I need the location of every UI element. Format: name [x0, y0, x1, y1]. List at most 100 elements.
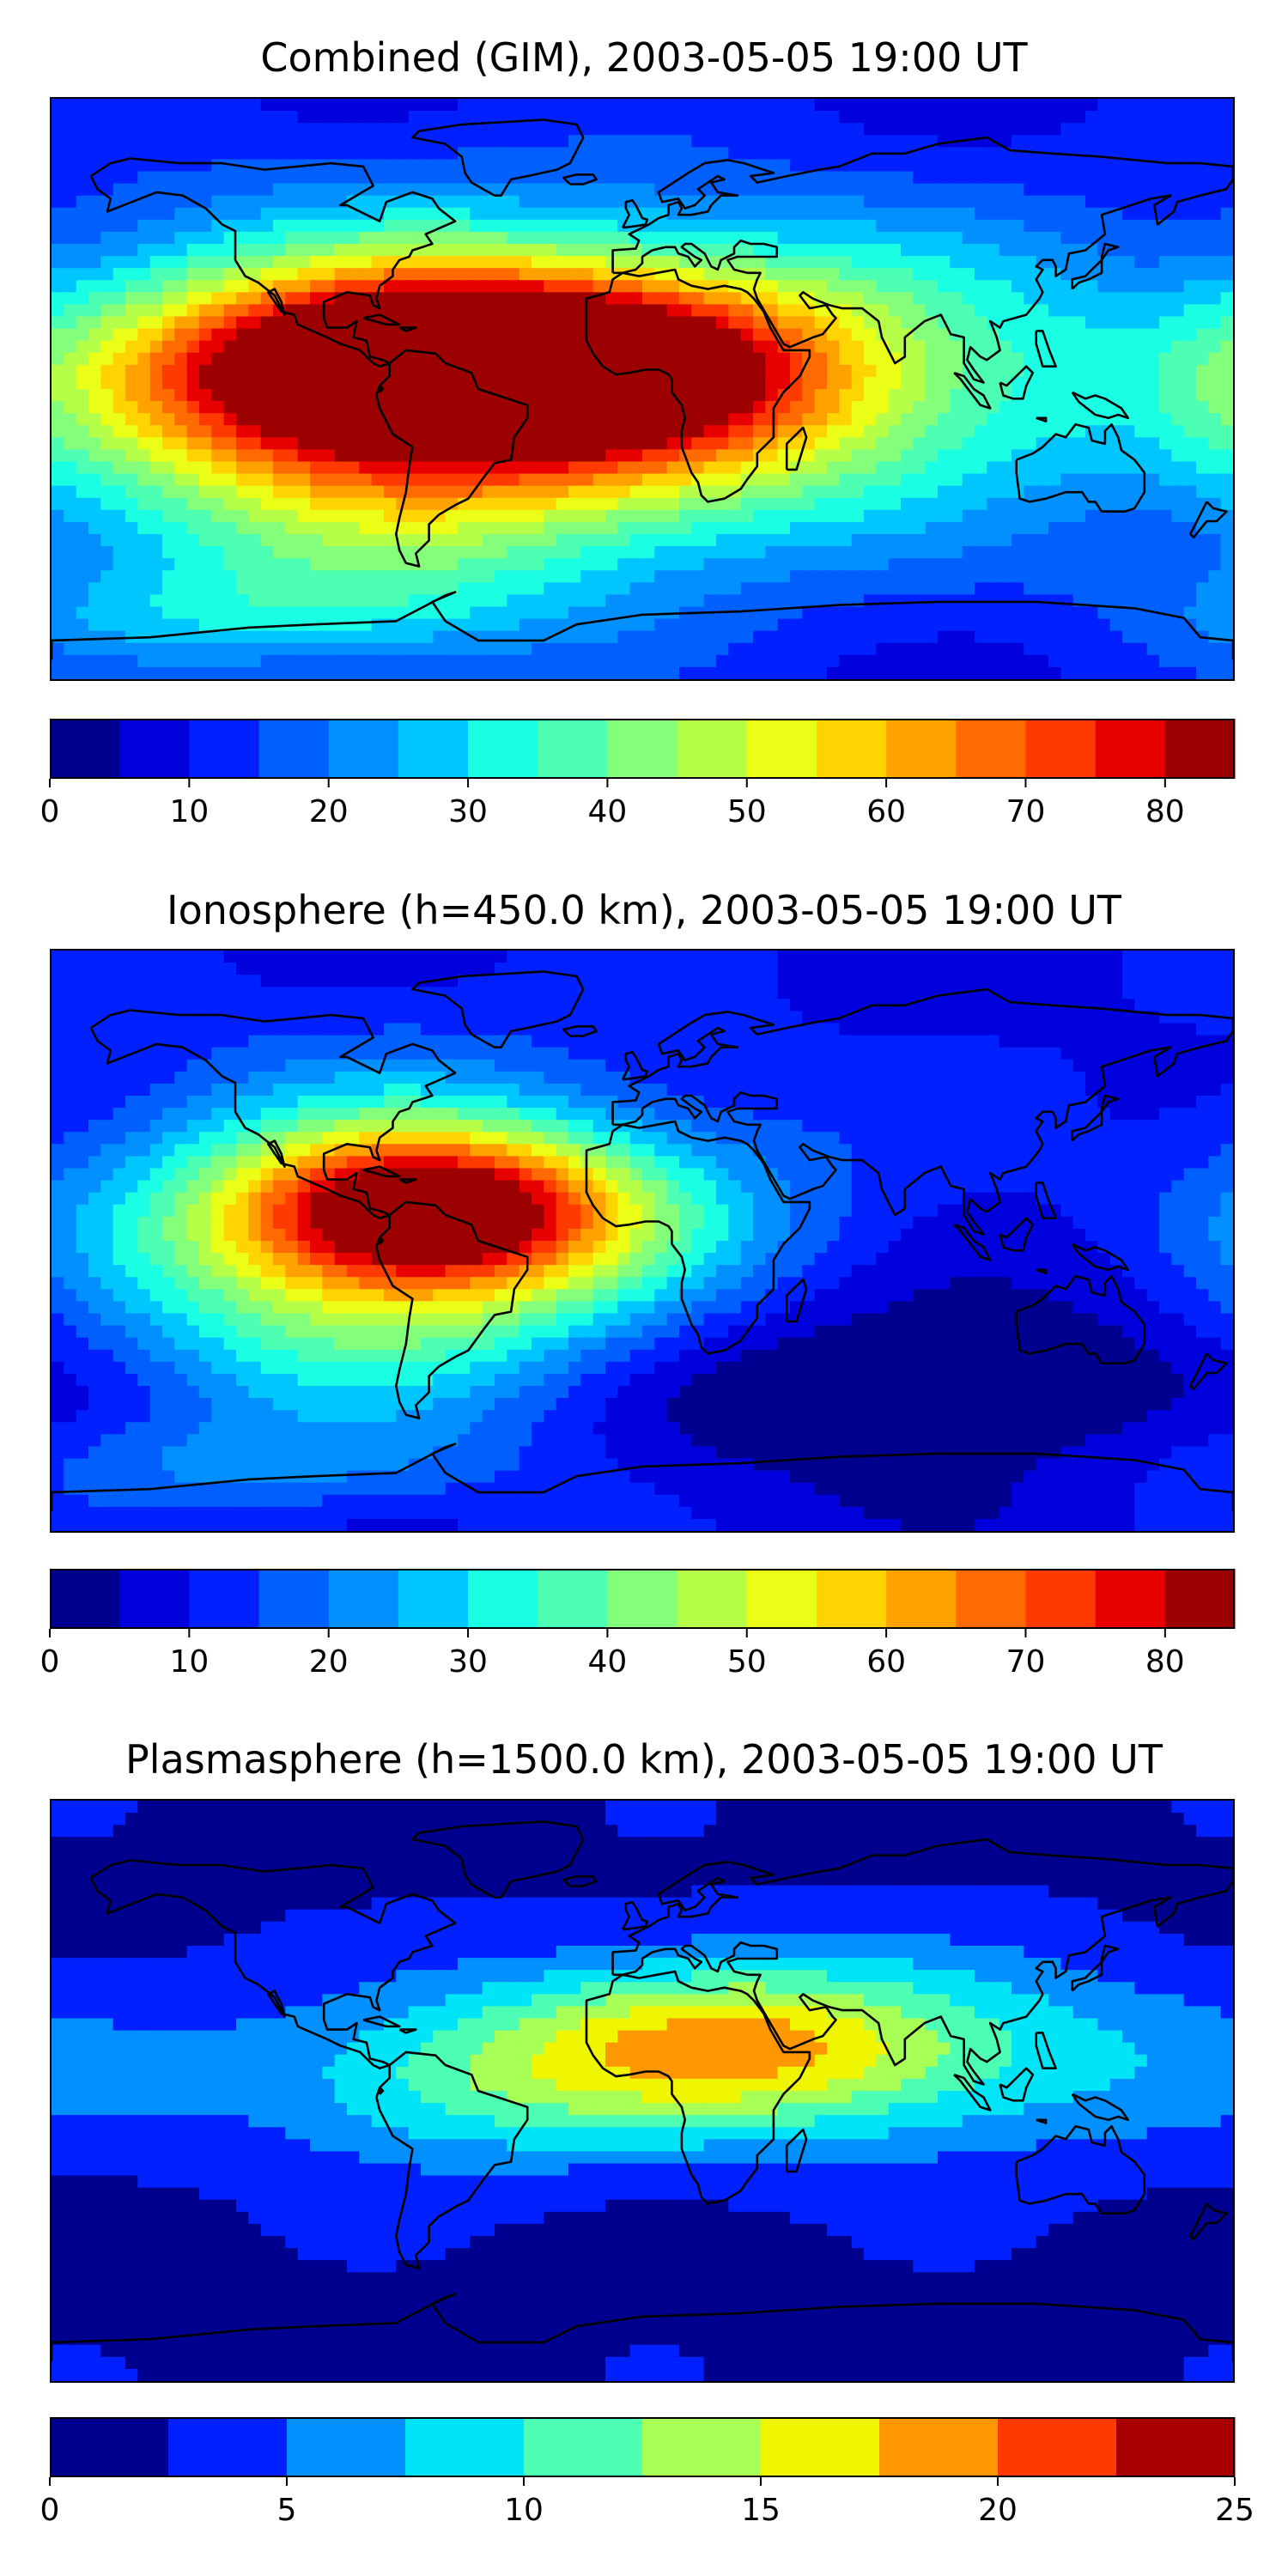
- heatmap-cell: [519, 364, 532, 378]
- heatmap-cell: [458, 449, 471, 463]
- heatmap-cell: [962, 111, 975, 124]
- heatmap-cell: [851, 280, 865, 293]
- heatmap-cell: [827, 135, 840, 148]
- heatmap-cell: [1122, 473, 1135, 487]
- heatmap-cell: [1183, 147, 1197, 161]
- heatmap-cell: [1072, 292, 1086, 306]
- heatmap-cell: [100, 135, 114, 148]
- heatmap-cell: [1097, 509, 1111, 523]
- heatmap-cell: [347, 963, 360, 975]
- heatmap-cell: [149, 123, 163, 136]
- heatmap-cell: [236, 594, 249, 608]
- heatmap-cell: [88, 509, 101, 523]
- heatmap-cell: [458, 987, 471, 999]
- heatmap-cell: [297, 328, 311, 342]
- heatmap-cell: [765, 159, 779, 173]
- heatmap-cell: [1085, 642, 1098, 656]
- heatmap-cell: [408, 642, 422, 656]
- heatmap-cell: [1183, 582, 1197, 596]
- heatmap-cell: [1146, 461, 1160, 475]
- heatmap-cell: [125, 280, 138, 293]
- heatmap-cell: [100, 987, 114, 999]
- heatmap-cell: [1183, 558, 1197, 571]
- heatmap-cell: [64, 376, 77, 390]
- heatmap-cell: [975, 147, 987, 161]
- heatmap-cell: [112, 171, 126, 185]
- heatmap-cell: [999, 376, 1012, 390]
- heatmap-cell: [482, 449, 495, 463]
- heatmap-cell: [556, 485, 569, 499]
- heatmap-cell: [421, 485, 434, 499]
- heatmap-cell: [642, 558, 655, 571]
- heatmap-cell: [777, 473, 791, 487]
- heatmap-cell: [149, 509, 163, 523]
- heatmap-cell: [913, 256, 927, 269]
- heatmap-cell: [112, 292, 126, 306]
- heatmap-cell: [112, 376, 126, 390]
- heatmap-cell: [962, 461, 975, 475]
- heatmap-cell: [297, 951, 311, 963]
- heatmap-cell: [223, 316, 237, 330]
- heatmap-cell: [174, 401, 188, 414]
- heatmap-cell: [728, 328, 742, 342]
- heatmap-cell: [1036, 207, 1049, 221]
- heatmap-cell: [975, 582, 987, 596]
- heatmap-cell: [568, 401, 581, 414]
- heatmap-cell: [359, 987, 373, 999]
- heatmap-cell: [248, 292, 262, 306]
- heatmap-cell: [482, 280, 495, 293]
- heatmap-cell: [901, 485, 914, 499]
- heatmap-cell: [679, 268, 692, 281]
- heatmap-cell: [999, 268, 1012, 281]
- heatmap-cell: [1196, 195, 1209, 209]
- heatmap-cell: [76, 437, 89, 451]
- heatmap-cell: [174, 473, 188, 487]
- coastline: [398, 326, 417, 332]
- heatmap-cell: [211, 135, 225, 148]
- heatmap-cell: [88, 461, 101, 475]
- heatmap-cell: [458, 485, 471, 499]
- heatmap-cell: [1196, 413, 1209, 426]
- heatmap-cell: [802, 389, 816, 402]
- heatmap-cell: [925, 473, 939, 487]
- heatmap-cell: [1109, 135, 1123, 148]
- heatmap-cell: [777, 975, 791, 987]
- heatmap-cell: [1097, 316, 1111, 330]
- heatmap-cell: [64, 244, 77, 257]
- heatmap-cell: [679, 123, 692, 136]
- heatmap-cell: [359, 244, 373, 257]
- heatmap-cell: [273, 975, 286, 987]
- heatmap-cell: [1196, 171, 1209, 185]
- heatmap-cell: [186, 231, 200, 245]
- heatmap-cell: [1060, 364, 1074, 378]
- heatmap-cell: [408, 521, 422, 535]
- heatmap-cell: [938, 654, 951, 668]
- heatmap-cell: [371, 449, 385, 463]
- heatmap-cell: [199, 975, 212, 987]
- heatmap-cell: [322, 534, 336, 547]
- heatmap-cell: [753, 389, 766, 402]
- heatmap-cell: [556, 364, 569, 378]
- heatmap-cell: [162, 666, 175, 679]
- heatmap-cell: [1220, 606, 1233, 620]
- heatmap-cell: [642, 195, 655, 209]
- heatmap-cell: [790, 546, 803, 559]
- heatmap-cell: [236, 485, 249, 499]
- heatmap-cell: [322, 546, 336, 559]
- heatmap-cell: [297, 987, 311, 999]
- heatmap-cell: [322, 183, 336, 197]
- heatmap-cell: [273, 147, 286, 161]
- heatmap-cell: [482, 437, 495, 451]
- heatmap-cell: [814, 280, 828, 293]
- heatmap-cell: [199, 147, 212, 161]
- heatmap-cell: [765, 135, 779, 148]
- heatmap-cell: [495, 521, 507, 535]
- heatmap-cell: [901, 642, 914, 656]
- heatmap-cell: [149, 413, 163, 426]
- heatmap-cell: [396, 642, 410, 656]
- heatmap-cell: [901, 473, 914, 487]
- heatmap-cell: [149, 280, 163, 293]
- heatmap-cell: [975, 654, 987, 668]
- heatmap-cell: [1060, 546, 1074, 559]
- heatmap-cell: [223, 111, 237, 124]
